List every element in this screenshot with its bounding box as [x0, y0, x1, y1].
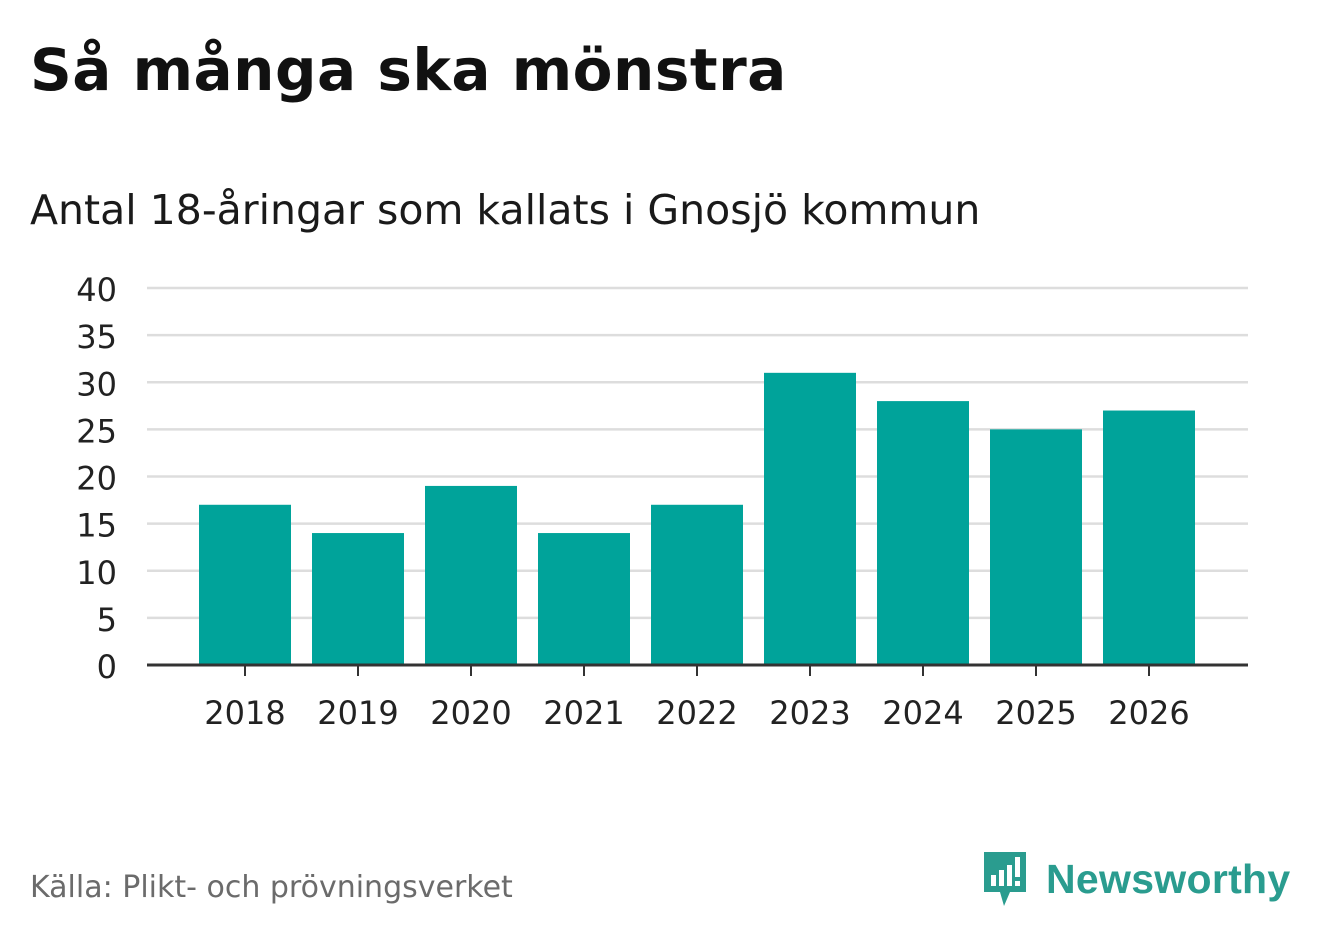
- y-tick-label: 35: [76, 318, 117, 356]
- bar-2025: [990, 429, 1082, 665]
- x-tick-label: 2024: [882, 694, 963, 732]
- x-tick-label: 2022: [656, 694, 737, 732]
- x-tick-label: 2025: [995, 694, 1076, 732]
- newsworthy-logo-icon: [984, 852, 1026, 906]
- brand-name: Newsworthy: [1046, 855, 1291, 902]
- bar-2022: [651, 504, 743, 665]
- bar-2023: [764, 372, 856, 665]
- x-tick-label: 2023: [769, 694, 850, 732]
- bars: [199, 372, 1195, 665]
- bar-2018: [199, 504, 291, 665]
- bar-2024: [877, 401, 969, 665]
- brand-logo: Newsworthy: [980, 848, 1291, 910]
- x-axis: [147, 663, 1248, 676]
- x-axis-tick-labels: 2018 2019 2020 2021 2022 2023 2024 2025 2026: [204, 694, 1189, 732]
- chart-title: Så många ska mönstra: [30, 36, 787, 104]
- y-axis-tick-labels: 0 5 10 15 20 25 30 35 40: [76, 271, 117, 686]
- y-tick-label: 40: [76, 271, 117, 309]
- y-tick-label: 0: [97, 648, 117, 686]
- x-tick-label: 2019: [317, 694, 398, 732]
- bar-2020: [425, 485, 517, 665]
- y-tick-label: 10: [76, 554, 117, 592]
- bar-2019: [312, 533, 404, 665]
- y-tick-label: 5: [97, 601, 117, 639]
- chart-subtitle: Antal 18-åringar som kallats i Gnosjö ko…: [30, 186, 981, 234]
- bar-2021: [538, 533, 630, 665]
- y-tick-label: 20: [76, 460, 117, 498]
- source-note: Källa: Plikt- och prövningsverket: [30, 870, 513, 905]
- y-tick-label: 25: [76, 412, 117, 450]
- y-tick-label: 15: [76, 507, 117, 545]
- x-tick-label: 2018: [204, 694, 285, 732]
- y-tick-label: 30: [76, 365, 117, 403]
- bar-2026: [1103, 410, 1195, 665]
- x-tick-label: 2021: [543, 694, 624, 732]
- x-tick-label: 2026: [1108, 694, 1189, 732]
- x-tick-label: 2020: [430, 694, 511, 732]
